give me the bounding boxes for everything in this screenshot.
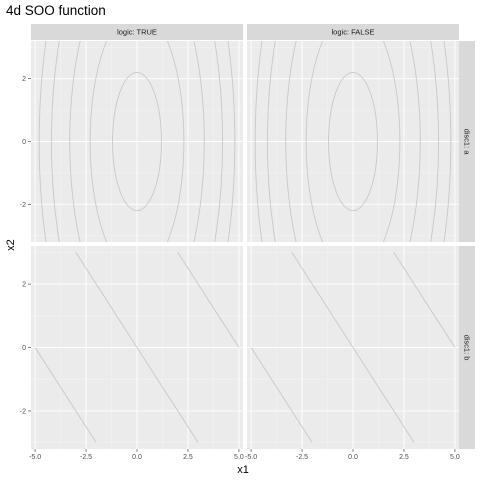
y-tick-label: 2 (22, 282, 26, 289)
contour-lines (34, 252, 240, 443)
contour-line-3 (177, 252, 240, 348)
contour-line-3 (393, 252, 456, 348)
contour-lines (38, 41, 236, 242)
y-tick-label: 0 (22, 345, 26, 352)
y-axis-title: x2 (5, 239, 17, 251)
contour-ellipse-2 (89, 41, 185, 242)
facet-strip-column-label: logic: TRUE (117, 28, 157, 37)
contour-line-2 (291, 252, 415, 443)
x-tick-label: -5.0 (245, 454, 257, 461)
contour-lines (254, 41, 452, 242)
panel-2-1: -2 0 2 -5.0 -2.5 0.0 2.5 5.0 (20, 246, 244, 461)
contour-lines (250, 252, 456, 443)
contour-line-1 (34, 347, 97, 443)
contour-line-1 (250, 347, 313, 443)
facet-strip-column (31, 24, 243, 40)
x-tick-label: 2.5 (183, 454, 193, 461)
y-tick-label: -2 (20, 202, 26, 209)
contour-ellipse-4 (266, 41, 440, 242)
facet-strip-column-label: logic: FALSE (332, 28, 375, 37)
facet-panels: -202-202-5.0 -2.5 0.0 2.5 5.0 -5.0 -2.5 0.0 2.5 5… (20, 24, 475, 461)
facet-strip-column (247, 24, 459, 40)
x-tick-label: -2.5 (296, 454, 308, 461)
contour-ellipse-3 (285, 41, 421, 242)
chart-title: 4d SOO function (6, 3, 106, 18)
x-tick-label: 2.5 (399, 454, 409, 461)
panel-1-2 (247, 41, 459, 242)
contour-ellipse-5 (38, 41, 236, 242)
contour-ellipse-1 (328, 71, 378, 212)
contour-ellipse-4 (50, 41, 224, 242)
facet-strip-row (459, 246, 475, 449)
x-tick-label: -2.5 (80, 454, 92, 461)
x-axis-title: x1 (237, 464, 249, 476)
facet-strip-row (459, 41, 475, 242)
contour-ellipse-2 (305, 41, 401, 242)
y-tick-label: 2 (22, 76, 26, 83)
panel-2-2: -5.0 -2.5 0.0 2.5 5.0 (245, 246, 460, 461)
y-tick-label: 0 (22, 139, 26, 146)
facet-strip-row-label: disc1: a (463, 129, 472, 156)
x-tick-label: -5.0 (29, 454, 41, 461)
x-tick-label: 5.0 (450, 454, 460, 461)
x-tick-label: 5.0 (234, 454, 244, 461)
contour-ellipse-1 (112, 71, 162, 212)
panel-1-1: -2 0 2 (20, 41, 243, 242)
x-tick-label: 0.0 (132, 454, 142, 461)
y-tick-label: -2 (20, 408, 26, 415)
contour-ellipse-3 (69, 41, 205, 242)
contour-ellipse-5 (254, 41, 452, 242)
facet-strip-row-label: disc1: b (463, 335, 472, 361)
contour-line-2 (75, 252, 199, 443)
x-tick-label: 0.0 (348, 454, 358, 461)
